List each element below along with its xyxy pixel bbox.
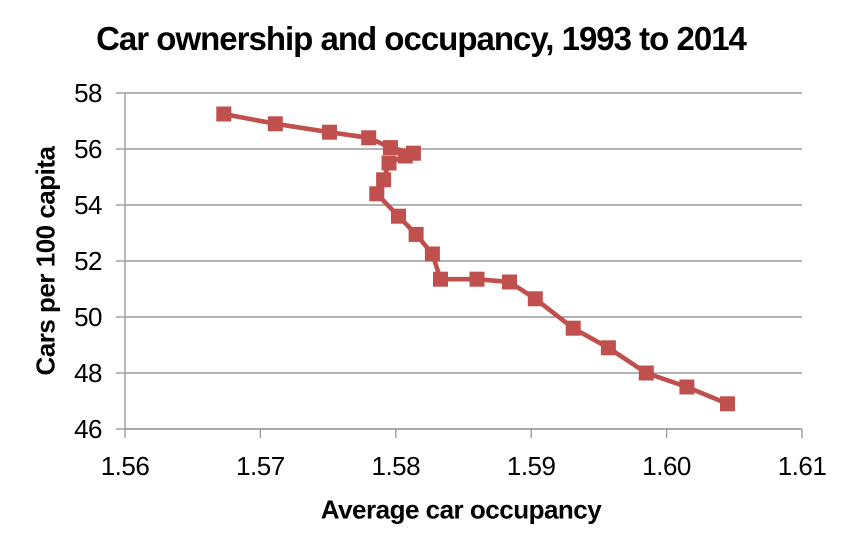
data-point-marker: [267, 116, 283, 132]
data-point-marker: [381, 155, 397, 171]
data-point-marker: [679, 379, 695, 395]
y-tick-label: 54: [74, 190, 102, 220]
y-tick-label: 52: [74, 246, 102, 276]
data-point-marker: [322, 124, 337, 140]
x-tick-label: 1.56: [100, 451, 150, 481]
y-tick-label: 48: [74, 358, 102, 388]
data-point-marker: [502, 274, 517, 290]
data-point-marker: [469, 271, 485, 287]
x-axis-title: Average car occupancy: [320, 494, 602, 525]
data-point-marker: [391, 208, 406, 224]
data-point-marker: [382, 140, 398, 156]
y-tick-label: 50: [74, 302, 102, 332]
data-point-marker: [638, 365, 654, 381]
data-point-marker: [600, 340, 616, 356]
data-point-marker: [216, 106, 232, 122]
data-point-marker: [527, 291, 543, 307]
x-tick-label: 1.59: [506, 451, 556, 481]
data-point-marker: [408, 226, 424, 242]
x-tick-label: 1.57: [236, 451, 285, 481]
data-point-marker: [376, 172, 392, 188]
data-point-marker: [369, 186, 385, 202]
x-tick-label: 1.58: [371, 451, 421, 481]
y-tick-label: 56: [74, 134, 102, 164]
y-tick-label: 58: [74, 78, 102, 108]
y-tick-label: 46: [74, 414, 102, 444]
data-point-marker: [720, 396, 735, 412]
data-point-marker: [361, 130, 377, 146]
x-tick-label: 1.61: [777, 451, 827, 481]
series-line: [221, 111, 730, 407]
chart-title: Car ownership and occupancy, 1993 to 201…: [96, 20, 747, 57]
data-point-marker: [433, 271, 448, 287]
data-point-marker: [405, 145, 421, 161]
x-tick-label: 1.60: [642, 451, 691, 481]
data-point-marker: [565, 320, 581, 336]
data-point-marker: [424, 246, 440, 262]
